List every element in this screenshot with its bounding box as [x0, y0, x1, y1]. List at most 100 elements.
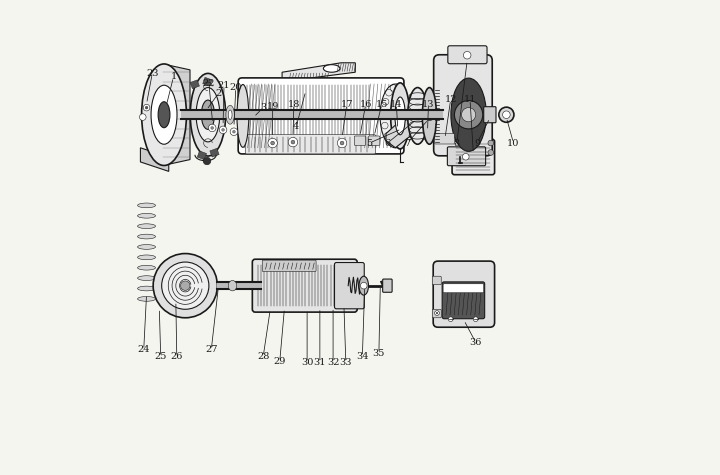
Circle shape: [230, 128, 238, 135]
FancyBboxPatch shape: [447, 147, 485, 166]
Ellipse shape: [138, 213, 156, 218]
Bar: [190, 80, 199, 89]
Ellipse shape: [228, 280, 237, 291]
Text: 2: 2: [215, 89, 222, 98]
Circle shape: [340, 141, 344, 145]
Ellipse shape: [226, 105, 235, 124]
Circle shape: [140, 114, 146, 120]
Text: 16: 16: [359, 100, 372, 109]
Text: 27: 27: [205, 345, 217, 354]
Bar: [217, 282, 261, 289]
Polygon shape: [386, 119, 414, 148]
Ellipse shape: [138, 266, 156, 270]
Text: 4: 4: [293, 122, 300, 131]
Bar: [210, 148, 219, 157]
Text: 34: 34: [356, 352, 369, 361]
Ellipse shape: [391, 83, 410, 149]
FancyBboxPatch shape: [252, 259, 357, 312]
Circle shape: [464, 51, 471, 59]
Circle shape: [211, 126, 214, 129]
Circle shape: [145, 106, 148, 109]
Text: 9: 9: [474, 139, 480, 148]
FancyBboxPatch shape: [246, 134, 376, 154]
Polygon shape: [140, 148, 168, 171]
Circle shape: [425, 111, 434, 121]
Ellipse shape: [138, 255, 156, 260]
Circle shape: [499, 107, 514, 122]
Ellipse shape: [142, 64, 186, 165]
Text: 26: 26: [171, 352, 183, 361]
Ellipse shape: [451, 78, 486, 152]
Circle shape: [435, 311, 439, 315]
FancyBboxPatch shape: [432, 309, 441, 318]
Circle shape: [220, 126, 227, 133]
Text: 31: 31: [314, 358, 326, 367]
FancyBboxPatch shape: [238, 78, 404, 154]
Circle shape: [222, 128, 225, 131]
Bar: [203, 77, 212, 86]
Ellipse shape: [138, 245, 156, 249]
Bar: [197, 151, 207, 160]
Circle shape: [449, 317, 453, 322]
Circle shape: [338, 138, 347, 148]
Circle shape: [454, 101, 483, 129]
Text: 10: 10: [508, 139, 520, 148]
Text: 19: 19: [266, 102, 279, 111]
Circle shape: [291, 140, 294, 144]
Circle shape: [233, 130, 235, 133]
Ellipse shape: [237, 85, 249, 147]
Ellipse shape: [228, 110, 232, 119]
FancyBboxPatch shape: [335, 263, 364, 309]
Ellipse shape: [202, 100, 215, 129]
Ellipse shape: [138, 234, 156, 239]
Text: 21: 21: [217, 81, 230, 90]
Circle shape: [162, 262, 209, 309]
Text: 13: 13: [422, 100, 435, 109]
Ellipse shape: [380, 84, 411, 148]
Text: 35: 35: [373, 349, 385, 358]
FancyBboxPatch shape: [484, 107, 496, 123]
FancyBboxPatch shape: [442, 282, 485, 319]
Circle shape: [473, 317, 478, 322]
Circle shape: [268, 138, 277, 148]
Ellipse shape: [138, 286, 156, 291]
FancyBboxPatch shape: [433, 55, 492, 156]
Ellipse shape: [158, 102, 170, 128]
Circle shape: [426, 134, 429, 138]
Polygon shape: [164, 64, 190, 165]
Text: 6: 6: [384, 139, 390, 148]
FancyBboxPatch shape: [262, 260, 316, 272]
Bar: [419, 110, 443, 119]
Ellipse shape: [151, 85, 177, 144]
FancyBboxPatch shape: [369, 136, 380, 145]
Text: 24: 24: [138, 345, 150, 354]
Text: 22: 22: [202, 78, 215, 87]
FancyBboxPatch shape: [452, 139, 495, 175]
Text: 25: 25: [155, 352, 167, 361]
FancyBboxPatch shape: [443, 284, 484, 293]
Circle shape: [271, 141, 274, 145]
Text: 3: 3: [260, 103, 266, 112]
Text: 36: 36: [469, 338, 482, 347]
Text: 12: 12: [444, 95, 457, 104]
Circle shape: [208, 124, 216, 132]
Circle shape: [488, 140, 494, 146]
Text: 18: 18: [288, 100, 300, 109]
Text: 8: 8: [454, 139, 460, 148]
Ellipse shape: [190, 74, 225, 156]
Text: 14: 14: [390, 100, 402, 109]
FancyBboxPatch shape: [433, 261, 495, 327]
Ellipse shape: [359, 276, 369, 295]
Ellipse shape: [138, 203, 156, 208]
Circle shape: [503, 111, 510, 118]
Text: 7: 7: [404, 139, 410, 148]
Ellipse shape: [408, 87, 428, 144]
Circle shape: [462, 108, 476, 122]
Polygon shape: [282, 63, 355, 82]
Ellipse shape: [423, 87, 436, 144]
FancyBboxPatch shape: [382, 279, 392, 292]
Text: 1: 1: [171, 73, 176, 81]
Text: 28: 28: [257, 352, 269, 361]
FancyBboxPatch shape: [354, 136, 366, 145]
Circle shape: [488, 150, 494, 155]
